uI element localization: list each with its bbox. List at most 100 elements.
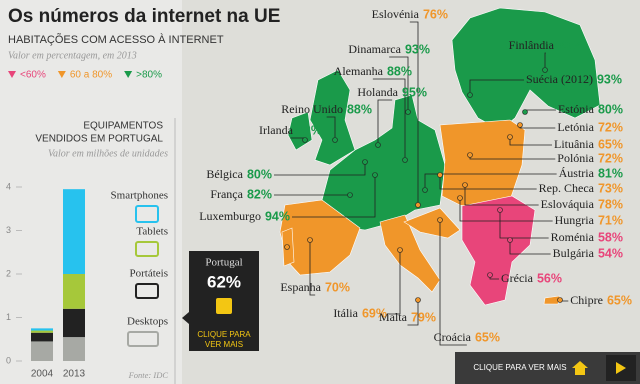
country-name: Dinamarca [348, 42, 401, 56]
country-marker [437, 217, 443, 223]
country-value: 54% [598, 246, 623, 260]
country-name: Eslováquia [541, 197, 595, 211]
leader-line [409, 21, 419, 205]
country-value: 79% [411, 310, 436, 324]
country-name: Bélgica [206, 167, 243, 181]
country-marker [507, 134, 513, 140]
country-value: 80% [247, 167, 272, 181]
country-name: Eslovénia [372, 7, 420, 21]
leader-line [469, 79, 524, 95]
chart-title: VENDIDOS EM PORTUGAL [35, 134, 163, 145]
country-value: 71% [598, 213, 623, 227]
note: Valor em percentagem, em 2013 [8, 50, 137, 61]
bar-segment [31, 341, 53, 361]
legend-icon [135, 283, 159, 299]
home-icon[interactable] [572, 361, 588, 375]
leader-line [424, 173, 557, 190]
legend-label: Portáteis [130, 268, 169, 280]
country-name: Finlândia [509, 38, 555, 52]
country-name: Reino Unido [281, 102, 343, 116]
leader-line [439, 220, 467, 346]
legend-icon [127, 331, 159, 347]
country-marker [397, 247, 403, 253]
country-marker [362, 159, 368, 165]
country-name: Polónia [557, 151, 594, 165]
country-marker [462, 182, 468, 188]
leader-line [326, 116, 336, 140]
legend-label: >80% [136, 70, 162, 81]
country-value: 78% [598, 197, 623, 211]
country-marker [347, 192, 353, 198]
country-name: Malta [379, 310, 408, 324]
legend-label: Desktops [127, 316, 168, 328]
y-tick-label: 3 [6, 225, 11, 235]
portugal-button-label[interactable]: CLIQUE PARA VER MAIS [197, 330, 251, 349]
legend-icon [135, 205, 159, 223]
leader-line [439, 175, 537, 190]
x-tick-label: 2004 [31, 369, 54, 380]
country-value: 88% [387, 64, 412, 78]
country-name: Espanha [280, 280, 321, 294]
country-marker [522, 109, 528, 115]
country-value: 70% [325, 280, 350, 294]
bar-segment [31, 328, 53, 331]
country-marker [457, 195, 463, 201]
chart-subtitle: Valor em milhões de unidades [48, 148, 168, 159]
leader-line [389, 250, 401, 315]
country-value: 72% [598, 120, 623, 134]
legend-marker [124, 71, 133, 78]
country-name: Croácia [434, 330, 472, 344]
country-name: Irlanda [259, 123, 294, 137]
country-marker [507, 237, 513, 243]
country-marker [422, 187, 428, 193]
bar-segment [31, 332, 53, 342]
leader-line [389, 56, 409, 112]
country-name: Rep. Checa [539, 181, 595, 195]
pointer [182, 312, 189, 324]
country-marker [307, 237, 313, 243]
country-marker [405, 109, 411, 115]
footer-button-label[interactable]: CLIQUE PARA VER MAIS [473, 363, 566, 372]
leader-line [377, 99, 393, 145]
country-name: Holanda [357, 85, 398, 99]
country-value: 69% [362, 306, 387, 320]
country-name: Itália [333, 306, 358, 320]
country-name: Letónia [557, 120, 594, 134]
country-marker [302, 137, 308, 143]
country-name: Grécia [501, 271, 534, 285]
country-name: Bulgária [553, 246, 595, 260]
country-value: 76% [423, 7, 448, 21]
country-marker [557, 297, 563, 303]
y-tick-label: 1 [6, 312, 11, 322]
country-marker [467, 152, 473, 158]
next-arrow[interactable] [616, 362, 626, 374]
country-value: 93% [405, 42, 430, 56]
country-value: 72% [598, 151, 623, 165]
chart-icon [216, 298, 232, 314]
side-panel [0, 0, 182, 384]
country-name: Luxemburgo [199, 209, 261, 223]
country-name: Áustria [559, 166, 595, 180]
leader-line [459, 198, 553, 222]
bar-segment [63, 274, 85, 309]
portugal-name: Portugal [205, 257, 242, 269]
country-name: Suécia (2012) [526, 72, 593, 86]
country-value: 94% [265, 209, 290, 223]
portugal-box[interactable]: Portugal 62% [182, 251, 259, 351]
country-value: 82% [247, 187, 272, 201]
leader-line [372, 78, 406, 160]
legend-marker [8, 71, 16, 78]
country-name: França [210, 187, 243, 201]
leader-line [509, 240, 551, 255]
country-value: 73% [598, 181, 623, 195]
country-name: Hungria [555, 213, 595, 227]
country-value: 93% [597, 72, 622, 86]
y-tick-label: 2 [6, 268, 11, 278]
title: Os números da internet na UE [8, 6, 280, 27]
country-marker [497, 207, 503, 213]
leader-line [309, 240, 316, 296]
map [279, 7, 601, 306]
country-marker [437, 172, 443, 178]
